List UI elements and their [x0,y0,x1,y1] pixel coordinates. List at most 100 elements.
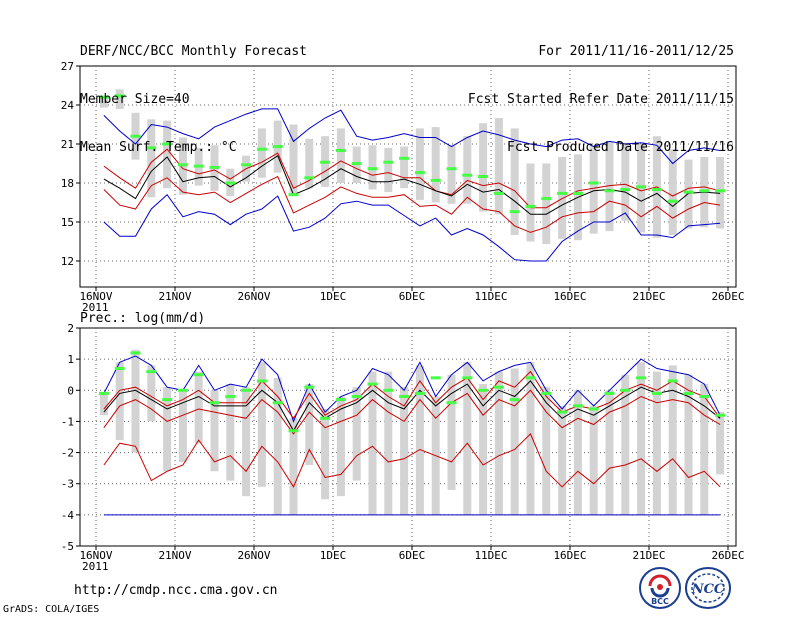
ensemble-mean-marker [272,401,283,405]
spread-box [479,123,488,212]
ensemble-mean-marker [651,188,662,191]
ensemble-mean-marker [572,191,583,195]
y-tick-label: -1 [61,415,74,428]
ensemble-mean-marker [525,204,536,208]
spread-box [178,390,187,462]
ncc-logo: NCC [684,566,732,614]
spread-box [226,384,235,481]
spread-box [336,128,345,183]
ensemble-mean-marker [525,376,536,380]
y-tick-label: -2 [61,447,74,460]
x-tick-label: 16DEC [553,290,586,303]
x-tick-year: 2011 [82,560,109,573]
spread-box [684,374,693,515]
x-tick-label: 6DEC [399,549,426,562]
spread-box [242,387,251,497]
spread-box [257,362,266,487]
ensemble-mean-marker [588,181,599,185]
spread-box [147,365,156,422]
x-tick-label: 21DEC [632,549,665,562]
spread-box [384,147,393,193]
ensemble-mean-marker [715,413,726,417]
ensemble-mean-marker [367,382,378,386]
spread-box [415,128,424,200]
ensemble-mean-marker [335,149,346,152]
header-title: DERF/NCC/BCC Monthly Forecast [80,44,307,59]
spread-box [447,145,456,204]
header-produced-date: Fcst Produced Date 2011/11/16 [507,140,734,155]
spread-box [447,374,456,490]
ensemble-mean-marker [146,370,157,374]
ensemble-mean-marker [272,145,283,149]
spread-box [305,384,314,466]
spread-box [99,393,108,416]
percentile-low-line [103,389,721,435]
ensemble-mean-marker [177,388,188,392]
x-tick-label: 26NOV [237,290,270,303]
spread-box [400,387,409,515]
spread-box [368,371,377,515]
ensemble-mean-marker [351,162,362,165]
header-right: For 2011/11/16-2011/12/25 Fcst Started R… [468,12,734,172]
spread-box [99,98,108,108]
spread-box [558,405,567,515]
footer-url[interactable]: http://cmdp.ncc.cma.gov.cn [74,583,278,598]
ensemble-mean-marker [446,401,457,405]
ensemble-mean-marker [399,156,410,160]
ensemble-mean-marker [130,351,141,355]
y-tick-label: 18 [61,177,74,190]
ensemble-mean-marker [541,197,552,201]
x-tick-label: 16NOV [79,290,112,303]
spread-box [131,349,140,453]
spread-box [526,163,535,242]
ensemble-mean-marker [162,398,173,402]
ensemble-mean-marker [225,181,236,185]
spread-box [289,124,298,196]
spread-box [400,146,409,189]
ensemble-mean-marker [493,191,504,195]
spread-box [494,118,503,215]
header-member-size: Member Size=40 [80,92,190,107]
y-tick-label: -4 [61,509,75,522]
ensemble-mean-marker [667,199,678,203]
spread-box [684,159,693,229]
footer-grads-credit: GrADS: COLA/IGES [3,604,100,615]
spread-box [257,128,266,178]
ensemble-mean-marker [414,391,425,395]
ensemble-mean-marker [304,385,315,389]
x-tick-label: 6DEC [399,290,426,303]
spread-box [716,157,725,229]
ensemble-mean-marker [130,134,141,138]
ensemble-mean-marker [114,366,125,370]
header-variable: Mean Surf. Temp.: °C [80,140,237,155]
spread-box [573,390,582,515]
spread-box [605,390,614,515]
ensemble-mean-marker [256,147,267,151]
x-tick-label: 26NOV [237,549,270,562]
ensemble-mean-marker [604,189,615,193]
spread-box [115,89,124,109]
ensemble-mean-marker [683,391,694,395]
x-tick-label: 26DEC [711,290,744,303]
ensemble-mean-marker [256,379,267,383]
ensemble-mean-marker [620,388,631,392]
spread-box [652,371,661,515]
x-tick-label: 21DEC [632,290,665,303]
ensemble-mean-marker [541,391,552,395]
spread-box [305,138,314,189]
ensemble-mean-marker [462,173,473,177]
ensemble-mean-marker [414,171,425,175]
ensemble-mean-marker [715,189,726,193]
percentile-high-line [103,148,721,209]
spread-box [463,136,472,204]
spread-box [163,120,172,189]
ensemble-mean-marker [604,391,615,395]
precip-panel-title: Prec.: log(mm/d) [80,311,205,326]
ensemble-max-line [103,355,721,423]
spread-box [589,145,598,234]
spread-box [273,377,282,515]
spread-box [605,141,614,232]
x-tick-label: 16DEC [553,549,586,562]
